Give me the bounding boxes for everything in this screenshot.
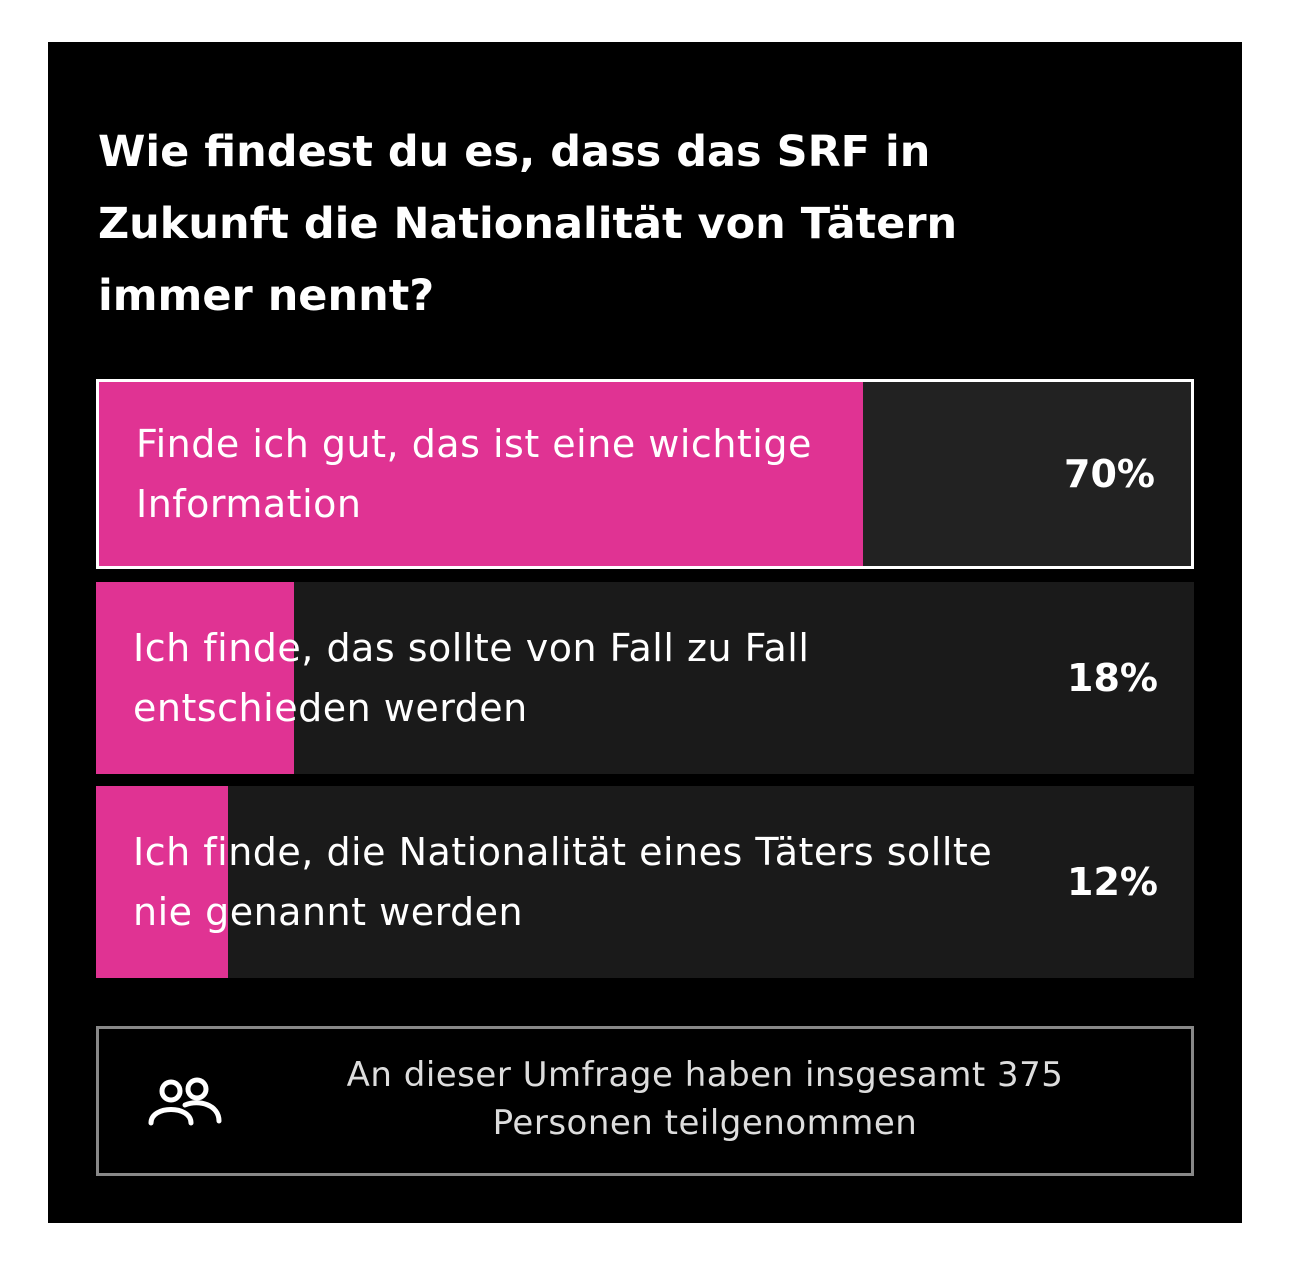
option-percent: 12% (1067, 860, 1158, 904)
poll-card: Wie findest du es, dass das SRF in Zukun… (48, 42, 1242, 1223)
result-bar-fill (96, 582, 294, 774)
result-bar-fill (96, 786, 228, 978)
option-percent: 18% (1067, 656, 1158, 700)
option-label: Finde ich gut, das ist eine wichtige Inf… (136, 422, 812, 526)
option-label: Ich finde, die Nationalität eines Täters… (133, 830, 993, 934)
people-icon (148, 1077, 222, 1126)
result-bar-fill (99, 382, 864, 566)
poll-option-1[interactable]: Finde ich gut, das ist eine wichtige Inf… (96, 379, 1194, 569)
poll-option-3[interactable]: Ich finde, die Nationalität eines Täters… (96, 786, 1194, 978)
participants-info: An dieser Umfrage haben insgesamt 375 Pe… (96, 1026, 1194, 1176)
option-percent: 70% (1064, 452, 1155, 496)
poll-question: Wie findest du es, dass das SRF in Zukun… (98, 127, 958, 321)
poll-option-2[interactable]: Ich finde, das sollte von Fall zu Fall e… (96, 582, 1194, 774)
participants-text: An dieser Umfrage haben insgesamt 375 Pe… (346, 1055, 1064, 1143)
option-label: Ich finde, das sollte von Fall zu Fall e… (133, 626, 810, 730)
